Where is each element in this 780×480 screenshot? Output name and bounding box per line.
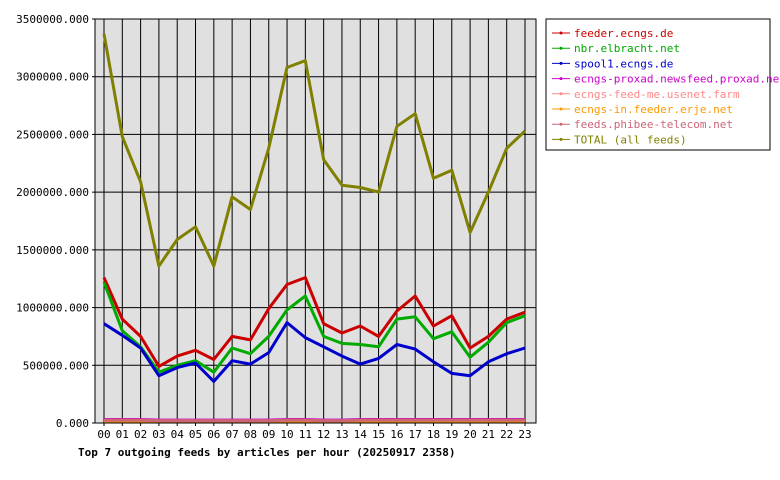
x-tick-label: 06 <box>207 428 220 441</box>
legend-label: feeds.phibee-telecom.net <box>574 118 733 131</box>
x-tick-label: 20 <box>463 428 476 441</box>
legend-label: TOTAL (all feeds) <box>574 133 687 146</box>
x-tick-label: 10 <box>280 428 293 441</box>
y-tick-labels: 0.000 500000.000 1000000.000 1500000.000 200… <box>16 13 89 430</box>
series-line-1 <box>102 281 526 374</box>
y-tick-label: 500000.000 <box>23 359 89 372</box>
legend-label: ecngs-proxad.newsfeed.proxad.net <box>574 73 780 86</box>
x-tick-label: 13 <box>335 428 348 441</box>
legend-label: nbr.elbracht.net <box>574 42 680 55</box>
x-tick-label: 22 <box>500 428 513 441</box>
legend-marker <box>559 137 563 141</box>
chart-title: Top 7 outgoing feeds by articles per hou… <box>78 446 456 459</box>
series-line-6 <box>104 418 525 423</box>
series-line-0 <box>102 276 526 368</box>
y-tick-label: 3000000.000 <box>16 71 89 84</box>
legend-marker <box>559 92 563 96</box>
legend-marker <box>559 77 563 81</box>
x-tick-label: 03 <box>152 428 165 441</box>
legend-marker <box>559 107 563 111</box>
x-tick-label: 23 <box>518 428 531 441</box>
grid-lines <box>92 18 536 426</box>
series-lines <box>102 33 527 424</box>
y-tick-label: 2000000.000 <box>16 186 89 199</box>
x-tick-label: 00 <box>97 428 110 441</box>
x-tick-label: 09 <box>262 428 275 441</box>
legend-label: ecngs-in.feeder.erje.net <box>574 103 733 116</box>
plot-area <box>95 19 536 423</box>
x-tick-label: 17 <box>409 428 422 441</box>
plot-frame <box>94 18 537 424</box>
legend-marker <box>559 31 563 35</box>
legend-marker <box>559 122 563 126</box>
x-tick-label: 14 <box>354 428 368 441</box>
x-tick-label: 18 <box>427 428 440 441</box>
series-line-7 <box>102 33 527 268</box>
x-tick-label: 01 <box>116 428 129 441</box>
x-tick-label: 02 <box>134 428 147 441</box>
x-tick-label: 15 <box>372 428 385 441</box>
legend-marker <box>559 61 563 65</box>
legend: feeder.ecngs.de nbr.elbracht.net spool1.ec… <box>545 18 780 151</box>
x-tick-label: 07 <box>226 428 239 441</box>
x-tick-label: 12 <box>317 428 330 441</box>
legend-label: spool1.ecngs.de <box>574 57 673 70</box>
series-line-2 <box>103 321 526 383</box>
x-tick-label: 04 <box>171 428 185 441</box>
y-tick-label: 2500000.000 <box>16 128 89 141</box>
x-tick-label: 19 <box>445 428 458 441</box>
legend-label: ecngs-feed-me.usenet.farm <box>574 88 740 101</box>
x-tick-label: 05 <box>189 428 202 441</box>
legend-label: feeder.ecngs.de <box>574 27 673 40</box>
x-tick-label: 11 <box>299 428 312 441</box>
x-tick-labels: 00 01 02 03 04 05 06 07 08 09 10 11 12 13 14 15 16 17 18 19… <box>97 428 531 441</box>
legend-marker <box>559 46 563 50</box>
y-tick-label: 3500000.000 <box>16 13 89 26</box>
legend-box <box>545 18 771 151</box>
x-tick-label: 08 <box>244 428 257 441</box>
y-tick-label: 0.000 <box>56 417 89 430</box>
x-tick-label: 16 <box>390 428 403 441</box>
y-tick-label: 1500000.000 <box>16 244 89 257</box>
x-tick-label: 21 <box>482 428 495 441</box>
y-tick-label: 1000000.000 <box>16 302 89 315</box>
